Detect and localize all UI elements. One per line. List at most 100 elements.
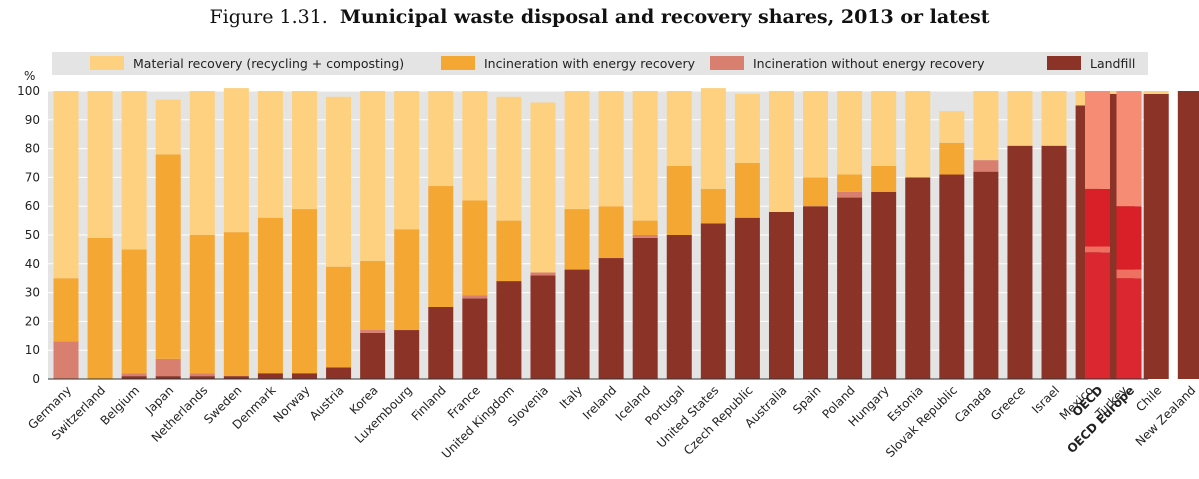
bar-segment [257, 91, 283, 218]
bar-segment [394, 229, 420, 331]
bar-group [223, 88, 249, 379]
bar-group [360, 91, 386, 379]
bar-segment [1116, 269, 1142, 279]
bar-segment [360, 91, 386, 261]
bar-segment [121, 249, 147, 374]
legend-swatch [1047, 56, 1081, 70]
bar-segment [871, 191, 897, 379]
bar-segment [428, 186, 454, 307]
bar-group [189, 91, 215, 379]
bar-segment [462, 91, 488, 201]
bar-group [632, 91, 658, 379]
bar-segment [666, 235, 692, 379]
bar-group [1007, 91, 1033, 379]
bar-group [1116, 91, 1142, 379]
bar-segment [53, 341, 79, 379]
bar-segment [768, 91, 794, 212]
bar-group [530, 102, 556, 379]
bar-segment [291, 91, 317, 210]
bar-segment [394, 330, 420, 379]
bar-segment [803, 91, 829, 178]
y-tick-label: 30 [25, 286, 40, 300]
bar-segment [871, 91, 897, 166]
bar-segment [121, 376, 147, 379]
bar-segment [257, 217, 283, 374]
y-tick-label: 50 [25, 228, 40, 242]
bar-group [155, 99, 181, 379]
bar-segment [53, 91, 79, 279]
bar-segment [700, 223, 726, 379]
bar-group [462, 91, 488, 379]
x-tick-label: New Zealand [1133, 383, 1199, 449]
legend-label: Incineration without energy recovery [753, 56, 985, 71]
figure-title: Municipal waste disposal and recovery sh… [339, 6, 990, 28]
bar-group [1041, 91, 1067, 379]
bar-segment [189, 373, 215, 377]
bar-segment [53, 278, 79, 342]
bar-segment [803, 206, 829, 379]
axes: % 0 10 20 30 40 50 60 70 80 90 100 [17, 69, 1148, 386]
bar-segment [905, 177, 931, 379]
bar-segment [189, 376, 215, 379]
figure-number: Figure 1.31. [209, 6, 328, 28]
x-tick-label: Ireland [580, 383, 619, 422]
bar-segment [598, 206, 624, 259]
bar-group [700, 88, 726, 379]
bar-segment [530, 102, 556, 273]
bar-segment [632, 237, 658, 379]
bar-segment [1041, 91, 1067, 146]
legend: Material recovery (recycling + compostin… [52, 52, 1148, 75]
bar-segment [496, 220, 522, 282]
bar-segment [155, 358, 181, 377]
bar-group [291, 91, 317, 379]
bar-segment [1177, 91, 1199, 379]
bar-segment [87, 237, 113, 379]
bar-segment [632, 91, 658, 221]
bar-segment [360, 332, 386, 379]
bar-segment [1143, 93, 1169, 379]
bar-segment [223, 88, 249, 233]
bar-segment [973, 91, 999, 161]
y-tick-label: 40 [25, 257, 40, 271]
chart-title: Figure 1.31. Municipal waste disposal an… [0, 6, 1199, 28]
y-tick-label: 70 [25, 170, 40, 184]
bar-group [394, 91, 420, 379]
bar-segment [837, 91, 863, 175]
y-tick-label: 10 [25, 343, 40, 357]
bar-segment [803, 177, 829, 207]
bar-segment [1116, 278, 1142, 379]
bar-segment [496, 96, 522, 221]
bar-segment [155, 376, 181, 379]
bar-group [1177, 91, 1199, 379]
bar-group [768, 91, 794, 379]
bar-segment [326, 367, 352, 379]
bar-segment [734, 93, 760, 163]
bar-segment [428, 91, 454, 187]
bar-segment [155, 99, 181, 155]
bar-segment [871, 165, 897, 192]
bar-segment [326, 96, 352, 267]
bar-segment [1007, 91, 1033, 146]
legend-swatch [90, 56, 124, 70]
bar-segment [1085, 91, 1110, 189]
bar-segment [632, 235, 658, 238]
bar-segment [326, 266, 352, 368]
bar-segment [734, 163, 760, 218]
bar-segment [1041, 145, 1067, 379]
bar-group [973, 91, 999, 379]
bar-group [666, 91, 692, 379]
bar-segment [973, 171, 999, 379]
bar-segment [666, 91, 692, 166]
bar-segment [1116, 206, 1142, 270]
legend-label: Incineration with energy recovery [484, 56, 696, 71]
bar-segment [700, 88, 726, 189]
bar-segment [496, 281, 522, 379]
x-tick-label: Chile [1133, 383, 1164, 414]
bars [53, 88, 1199, 380]
bar-group [1143, 91, 1169, 379]
bar-segment [632, 220, 658, 235]
bar-segment [564, 91, 590, 210]
bar-segment [837, 174, 863, 192]
bar-segment [734, 217, 760, 379]
